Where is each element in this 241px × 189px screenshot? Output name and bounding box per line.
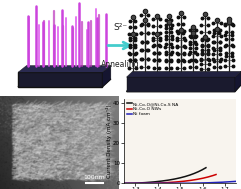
- Ni-Co-O@Ni-Co-S NA: [149, 181, 152, 183]
- Polygon shape: [127, 77, 235, 92]
- Text: 100nm: 100nm: [84, 175, 105, 180]
- Ni-Co-O@Ni-Co-S NA: [123, 182, 126, 184]
- Ni foam: [193, 182, 196, 184]
- Text: Annealing: Annealing: [101, 60, 140, 69]
- Ni-Co-O@Ni-Co-S NA: [155, 180, 158, 183]
- Ni-Co-O NWs: [123, 182, 126, 184]
- Ni foam: [167, 182, 170, 184]
- Ni foam: [204, 182, 207, 184]
- Text: S²⁻: S²⁻: [114, 23, 127, 32]
- Ni foam: [159, 182, 162, 184]
- Ni-Co-O NWs: [181, 180, 183, 183]
- Polygon shape: [127, 71, 241, 77]
- Ni foam: [235, 180, 238, 182]
- Ni-Co-O NWs: [189, 179, 192, 182]
- Polygon shape: [127, 85, 241, 92]
- Ni-Co-O@Ni-Co-S NA: [133, 182, 135, 184]
- Line: Ni-Co-O@Ni-Co-S NA: Ni-Co-O@Ni-Co-S NA: [124, 168, 206, 183]
- Ni foam: [136, 182, 139, 184]
- Ni-Co-O NWs: [153, 182, 155, 184]
- Polygon shape: [18, 79, 111, 87]
- Ni-Co-O NWs: [214, 173, 217, 176]
- Line: Ni-Co-O NWs: Ni-Co-O NWs: [124, 174, 216, 183]
- Ni-Co-O@Ni-Co-S NA: [174, 178, 177, 180]
- Ni-Co-O NWs: [189, 179, 192, 181]
- Y-axis label: Current Density (mA cm⁻²): Current Density (mA cm⁻²): [106, 105, 112, 178]
- Ni-Co-O@Ni-Co-S NA: [204, 167, 207, 169]
- Ni-Co-O@Ni-Co-S NA: [182, 176, 185, 178]
- Polygon shape: [18, 72, 102, 87]
- Legend: Ni-Co-O@Ni-Co-S NA, Ni-Co-O NWs, Ni foam: Ni-Co-O@Ni-Co-S NA, Ni-Co-O NWs, Ni foam: [126, 101, 179, 117]
- Ni foam: [204, 182, 207, 184]
- Ni-Co-O NWs: [134, 182, 137, 184]
- Polygon shape: [235, 71, 241, 92]
- Line: Ni foam: Ni foam: [124, 181, 236, 183]
- Ni-Co-O NWs: [159, 182, 162, 184]
- Polygon shape: [102, 66, 111, 87]
- Polygon shape: [18, 66, 111, 72]
- Ni foam: [123, 182, 126, 184]
- Ni-Co-O@Ni-Co-S NA: [182, 176, 185, 178]
